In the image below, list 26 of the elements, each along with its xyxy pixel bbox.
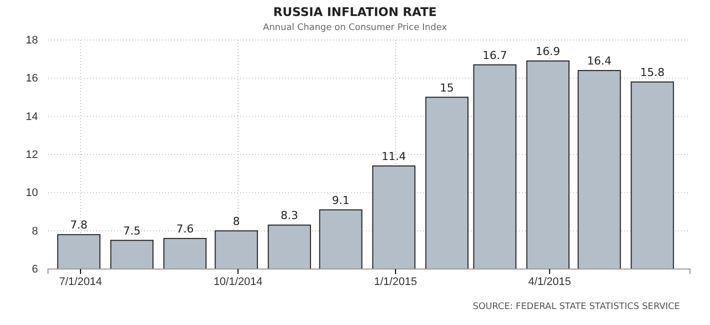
y-tick-label: 18 <box>26 34 38 47</box>
chart-subtitle: Annual Change on Consumer Price Index <box>263 23 448 33</box>
chart-title: RUSSIA INFLATION RATE <box>273 5 437 19</box>
y-tick-label: 6 <box>32 264 38 276</box>
data-label: 9.1 <box>332 194 350 207</box>
data-label: 16.9 <box>536 44 560 58</box>
data-label: 8 <box>232 214 240 228</box>
x-tick-label: 4/1/2015 <box>528 276 572 288</box>
data-label: 8.3 <box>280 209 298 222</box>
data-label: 7.5 <box>123 224 141 238</box>
x-tick-label: 7/1/2014 <box>59 276 102 288</box>
x-tick-label: 10/1/2014 <box>214 276 262 288</box>
y-tick-label: 8 <box>32 225 38 238</box>
y-tick-label: 10 <box>26 187 38 200</box>
data-label: 15.8 <box>640 66 665 79</box>
data-label: 11.4 <box>382 150 406 163</box>
data-label: 16.4 <box>587 54 612 68</box>
y-tick-label: 14 <box>26 110 38 123</box>
y-tick-label: 16 <box>26 72 38 85</box>
data-label: 7.6 <box>176 222 194 236</box>
data-label: 15 <box>440 81 454 94</box>
y-tick-label: 12 <box>26 149 38 162</box>
data-label: 7.8 <box>70 218 88 232</box>
source-note: SOURCE: FEDERAL STATE STATISTICS SERVICE <box>472 302 680 312</box>
data-label: 16.7 <box>482 48 508 62</box>
x-tick-label: 1/1/2015 <box>374 276 417 288</box>
